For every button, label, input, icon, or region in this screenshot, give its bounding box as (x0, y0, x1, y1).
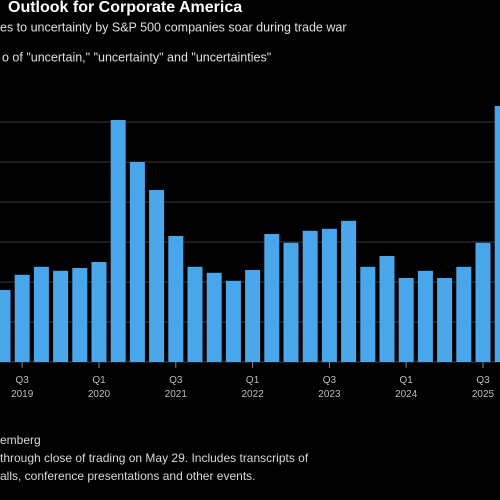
bar (494, 106, 500, 362)
chart-subtitle: es to uncertainty by S&P 500 companies s… (0, 20, 347, 34)
bar (225, 280, 241, 362)
bar (283, 242, 299, 362)
source: emberg (0, 433, 41, 447)
bar (321, 228, 337, 362)
bar (398, 278, 414, 362)
x-tick-label: Q3 2019 (11, 375, 34, 400)
bar (245, 270, 261, 362)
bar (33, 266, 49, 362)
bar (53, 270, 69, 362)
chart-title: Outlook for Corporate America (8, 0, 242, 16)
x-tick-label: Q3 2025 (471, 375, 495, 400)
footnote: through close of trading on May 29. Incl… (0, 451, 309, 465)
bar (168, 236, 184, 362)
chart-note: o of "uncertain," "uncertainty" and "unc… (2, 50, 271, 64)
bar (341, 220, 357, 362)
bar (264, 234, 280, 362)
bar (91, 262, 107, 362)
x-tick-label: Q1 2024 (395, 375, 418, 400)
bar (379, 256, 395, 362)
x-tick-label: Q3 2023 (318, 375, 341, 400)
bar (417, 270, 433, 362)
bar (72, 268, 88, 362)
x-tick-label: Q1 2022 (241, 375, 264, 400)
bar (360, 266, 376, 362)
bar (475, 242, 491, 362)
bar (149, 190, 165, 362)
footnote: alls, conference presentations and other… (0, 469, 256, 483)
x-tick-label: Q3 2021 (164, 375, 187, 400)
bar (437, 278, 453, 362)
bar (129, 162, 145, 362)
bar (456, 266, 472, 362)
bar (0, 290, 11, 362)
x-tick-label: Q1 2020 (87, 375, 111, 400)
bar (302, 230, 318, 362)
bar (206, 272, 222, 362)
bar (187, 266, 203, 362)
bar (14, 274, 30, 362)
bar (110, 120, 126, 362)
